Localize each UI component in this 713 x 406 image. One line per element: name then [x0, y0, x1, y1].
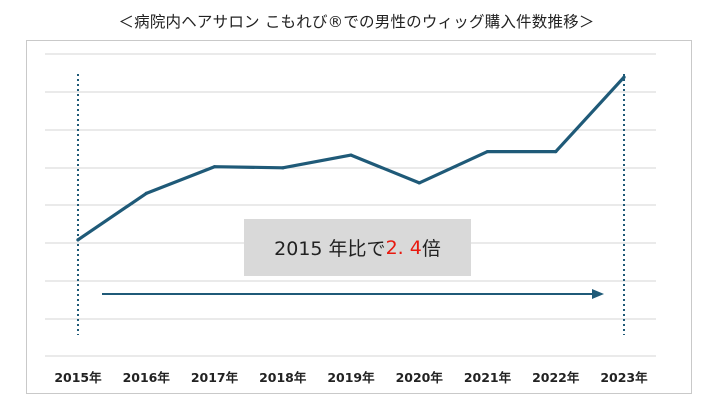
- chart-title: ＜病院内ヘアサロン こもれび®での男性のウィッグ購入件数推移＞: [118, 13, 595, 31]
- trend-arrow: [102, 289, 604, 299]
- x-tick-label-4: 2019年: [327, 370, 375, 385]
- series-line: [76, 75, 626, 242]
- data-point-7: [554, 149, 558, 154]
- data-point-0: [76, 238, 80, 242]
- data-point-3: [281, 166, 285, 170]
- x-tick-label-5: 2020年: [396, 370, 444, 385]
- series-line-path: [76, 75, 626, 242]
- data-point-2: [212, 165, 217, 169]
- x-tick-label-1: 2016年: [123, 370, 171, 385]
- x-tick-label-6: 2021年: [464, 370, 512, 385]
- chart-frame: [26, 40, 692, 394]
- data-point-1: [144, 191, 148, 195]
- x-tick-labels: 2015年 2016年 2017年 2018年 2019年 2020年 2021年 2022年…: [54, 370, 648, 385]
- trend-arrow-head: [592, 289, 604, 299]
- data-point-6: [485, 149, 490, 154]
- x-tick-label-8: 2023年: [600, 370, 648, 385]
- x-tick-label-3: 2018年: [259, 370, 307, 385]
- data-point-5: [417, 181, 421, 185]
- annotation-suffix: 倍: [421, 238, 441, 260]
- data-point-4: [349, 153, 353, 157]
- annotation-prefix: 2015 年比で: [274, 238, 386, 260]
- annotation-highlight: 2. 4: [385, 236, 422, 259]
- year-markers: [77, 74, 625, 335]
- data-point-8: [622, 75, 626, 79]
- x-tick-label-7: 2022年: [532, 370, 580, 385]
- x-tick-label-2: 2017年: [191, 370, 239, 385]
- grid-lines: [45, 53, 656, 357]
- x-tick-label-0: 2015年: [54, 370, 102, 385]
